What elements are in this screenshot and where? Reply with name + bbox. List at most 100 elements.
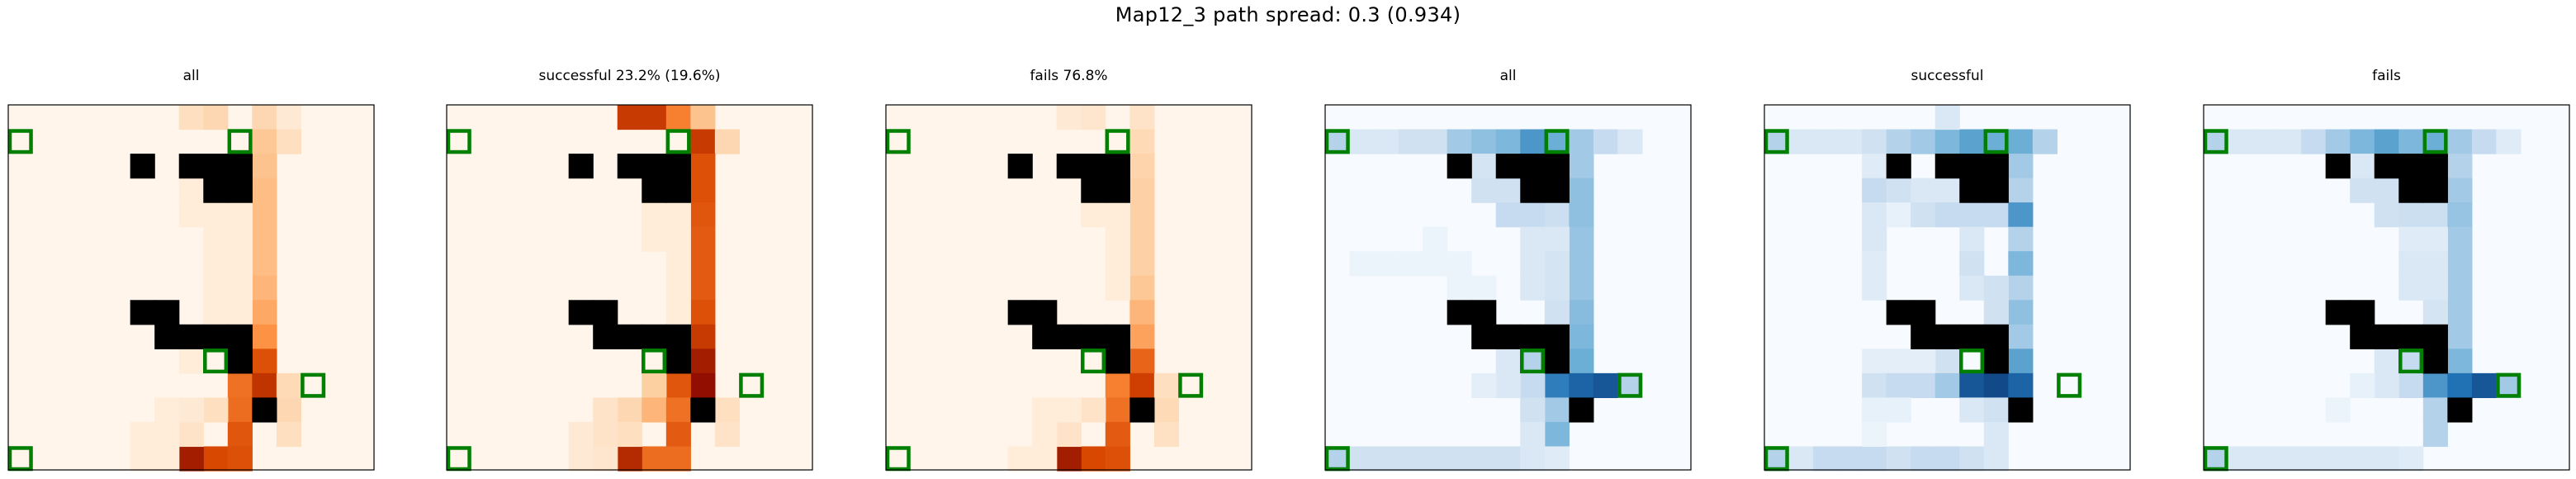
wall-cell [227,324,253,349]
heat-cell [252,349,277,374]
heat-cell [665,226,691,252]
heat-cell [2471,372,2497,398]
heat-cell [276,129,301,154]
wall-cell [130,154,155,179]
marker-square [885,129,911,154]
heat-cell [2447,300,2473,325]
heat-cell [642,397,667,423]
wall-cell [2008,397,2034,423]
heat-cell [1983,129,2009,154]
heat-cell [1911,178,1936,203]
heat-cell [1934,178,1960,203]
heat-cell [2398,202,2424,228]
heat-cell [1105,397,1130,423]
wall-cell [1105,349,1130,374]
heat-cell [665,275,691,301]
heat-cell [1959,446,1985,472]
heat-cell [2398,275,2424,301]
marker-square [301,372,326,398]
wall-cell [1081,324,1106,349]
heat-cell [2374,129,2399,154]
heat-cell [1837,446,1863,472]
heat-cell [203,446,229,472]
wall-cell [1056,324,1082,349]
heat-cell [1862,372,1887,398]
heat-cell [130,421,155,448]
heat-cell [227,421,253,448]
heat-cell [2204,129,2229,154]
marker-square [739,372,765,398]
heat-cell [2374,372,2399,398]
heat-cell [1471,275,1497,301]
marker-square [203,349,229,374]
heat-cell [203,275,229,301]
wall-cell [690,397,716,423]
heat-cell [178,446,204,472]
heat-cell [2496,372,2522,398]
wall-cell [1495,154,1521,179]
heat-cell [2008,372,2034,398]
heat-cell [1105,226,1130,252]
heat-cell [1862,154,1887,179]
heat-cell [1569,300,1594,325]
heat-cell [1447,129,1472,154]
heat-cell [1471,129,1497,154]
marker-square [1617,372,1643,398]
heat-cell [1934,202,1960,228]
wall-cell [1959,324,1985,349]
heat-cell [2471,129,2497,154]
heat-cell [1153,421,1179,448]
heat-cell [2422,397,2448,423]
heat-cell [1374,251,1399,277]
heat-cell [1911,446,1936,472]
heat-cell [665,372,691,398]
wall-cell [2325,154,2351,179]
heatmap-panel-4: all [1324,68,1692,472]
heat-cell [1959,275,1985,301]
heat-cell [665,251,691,277]
heat-cell [1129,154,1155,179]
heat-cell [1569,129,1594,154]
wall-cell [1471,300,1497,325]
heat-cell [1105,421,1130,448]
heat-cell [1423,129,1448,154]
marker-square [1520,349,1546,374]
heat-cell [1544,226,1570,252]
heat-cell [2398,349,2424,374]
heat-cell [2228,129,2253,154]
heat-cell [642,226,667,252]
wall-cell [1911,324,1936,349]
heat-cell [1788,129,1814,154]
heat-cell [2325,397,2351,423]
heat-cell [2398,372,2424,398]
wall-cell [642,324,667,349]
heat-cell [1569,372,1594,398]
heat-cell [178,202,204,228]
marker-square [1983,129,2009,154]
heat-cell [568,446,594,472]
heat-cell [1520,446,1546,472]
marker-square [2057,372,2082,398]
wall-cell [1447,154,1472,179]
heat-cell [227,226,253,252]
heat-cell [1447,275,1472,301]
heat-cell [203,226,229,252]
wall-cell [1105,324,1130,349]
heat-cell [2350,154,2375,179]
heat-cell [2422,275,2448,301]
heat-cell [2008,178,2034,203]
heat-cell [1862,397,1887,423]
heat-cell [227,372,253,398]
wall-cell [227,349,253,374]
marker-square [1764,129,1789,154]
heat-cell [1862,349,1887,374]
heat-cell [154,421,180,448]
heat-cell [1544,421,1570,448]
heat-cell [1959,397,1985,423]
wall-cell [617,154,642,179]
heat-cell [1056,397,1082,423]
heat-cell [203,397,229,423]
wall-cell [1983,324,2009,349]
heat-cell [1495,178,1521,203]
heat-cell [642,372,667,398]
